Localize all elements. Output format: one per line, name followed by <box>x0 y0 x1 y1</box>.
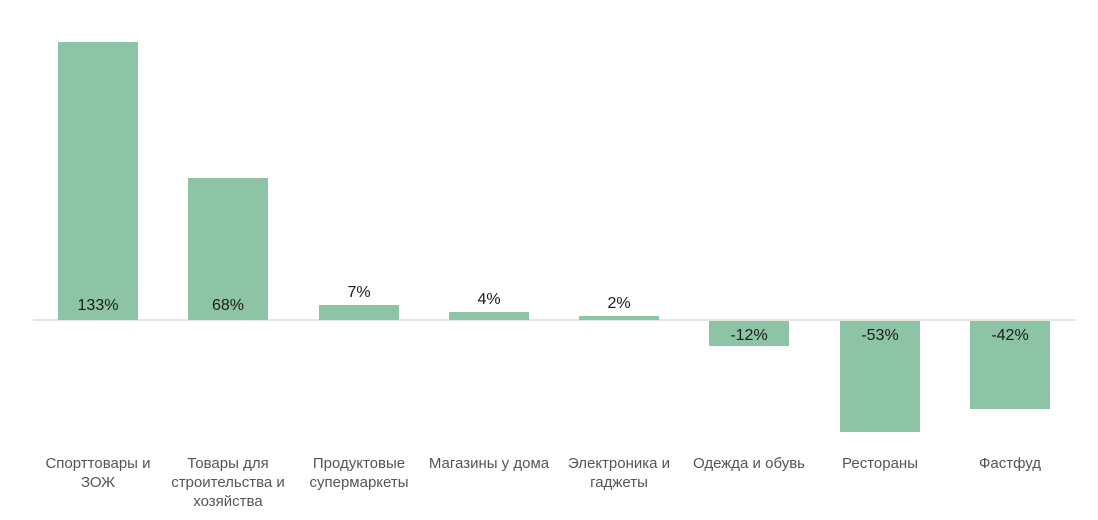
value-label: -42% <box>991 327 1029 344</box>
value-label: -12% <box>730 327 768 344</box>
category-label: Спорттовары и ЗОЖ <box>45 455 151 491</box>
value-label: 2% <box>607 295 631 312</box>
bar <box>58 42 138 320</box>
value-label: 68% <box>211 297 245 314</box>
bar <box>970 321 1050 409</box>
bar <box>840 321 920 432</box>
category-label: Магазины у дома <box>428 455 550 472</box>
bar <box>319 305 399 320</box>
bar <box>579 316 659 320</box>
bar <box>449 312 529 320</box>
value-label: -53% <box>861 327 899 344</box>
bar <box>709 321 789 346</box>
category-label: Товары для строительства и хозяйства <box>171 455 285 510</box>
category-label: Продуктовые супермаркеты <box>309 455 409 491</box>
category-label: Одежда и обувь <box>693 455 805 472</box>
bar <box>188 178 268 320</box>
value-label: 4% <box>477 291 501 308</box>
value-label: 133% <box>77 297 119 314</box>
value-label: 7% <box>347 284 371 301</box>
category-label: Фастфуд <box>978 455 1042 472</box>
category-label: Рестораны <box>842 455 918 472</box>
zero-baseline <box>33 319 1075 321</box>
category-label: Электроника и гаджеты <box>567 455 671 491</box>
